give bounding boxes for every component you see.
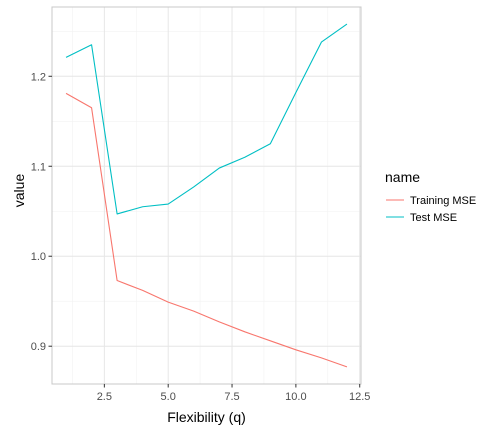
y-axis-title: value	[11, 174, 27, 208]
x-axis-ticks: 2.5 5.0 7.5 10.0 12.5	[97, 384, 370, 403]
x-tick-label: 10.0	[285, 391, 306, 403]
y-tick-label: 1.0	[31, 251, 46, 263]
legend-label: Training MSE	[410, 195, 476, 207]
x-axis-title: Flexibility (q)	[167, 409, 246, 425]
legend-title: name	[385, 169, 420, 185]
plot-panel-border	[51, 6, 362, 385]
x-tick-label: 12.5	[349, 391, 370, 403]
x-tick-label: 5.0	[161, 391, 176, 403]
y-tick-label: 1.2	[31, 71, 46, 83]
major-gridlines	[52, 7, 361, 384]
series-line-training-mse	[65, 92, 348, 368]
series-line-test-mse	[65, 23, 348, 215]
minor-gridlines	[52, 7, 361, 384]
x-tick-label: 2.5	[97, 391, 112, 403]
y-axis-ticks: 0.9 1.0 1.1 1.2	[31, 71, 52, 353]
series-lines	[65, 23, 348, 368]
y-tick-label: 0.9	[31, 341, 46, 353]
x-tick-label: 7.5	[224, 391, 239, 403]
legend: name Training MSE Test MSE	[385, 169, 476, 224]
legend-label: Test MSE	[410, 212, 457, 224]
y-tick-label: 1.1	[31, 161, 46, 173]
